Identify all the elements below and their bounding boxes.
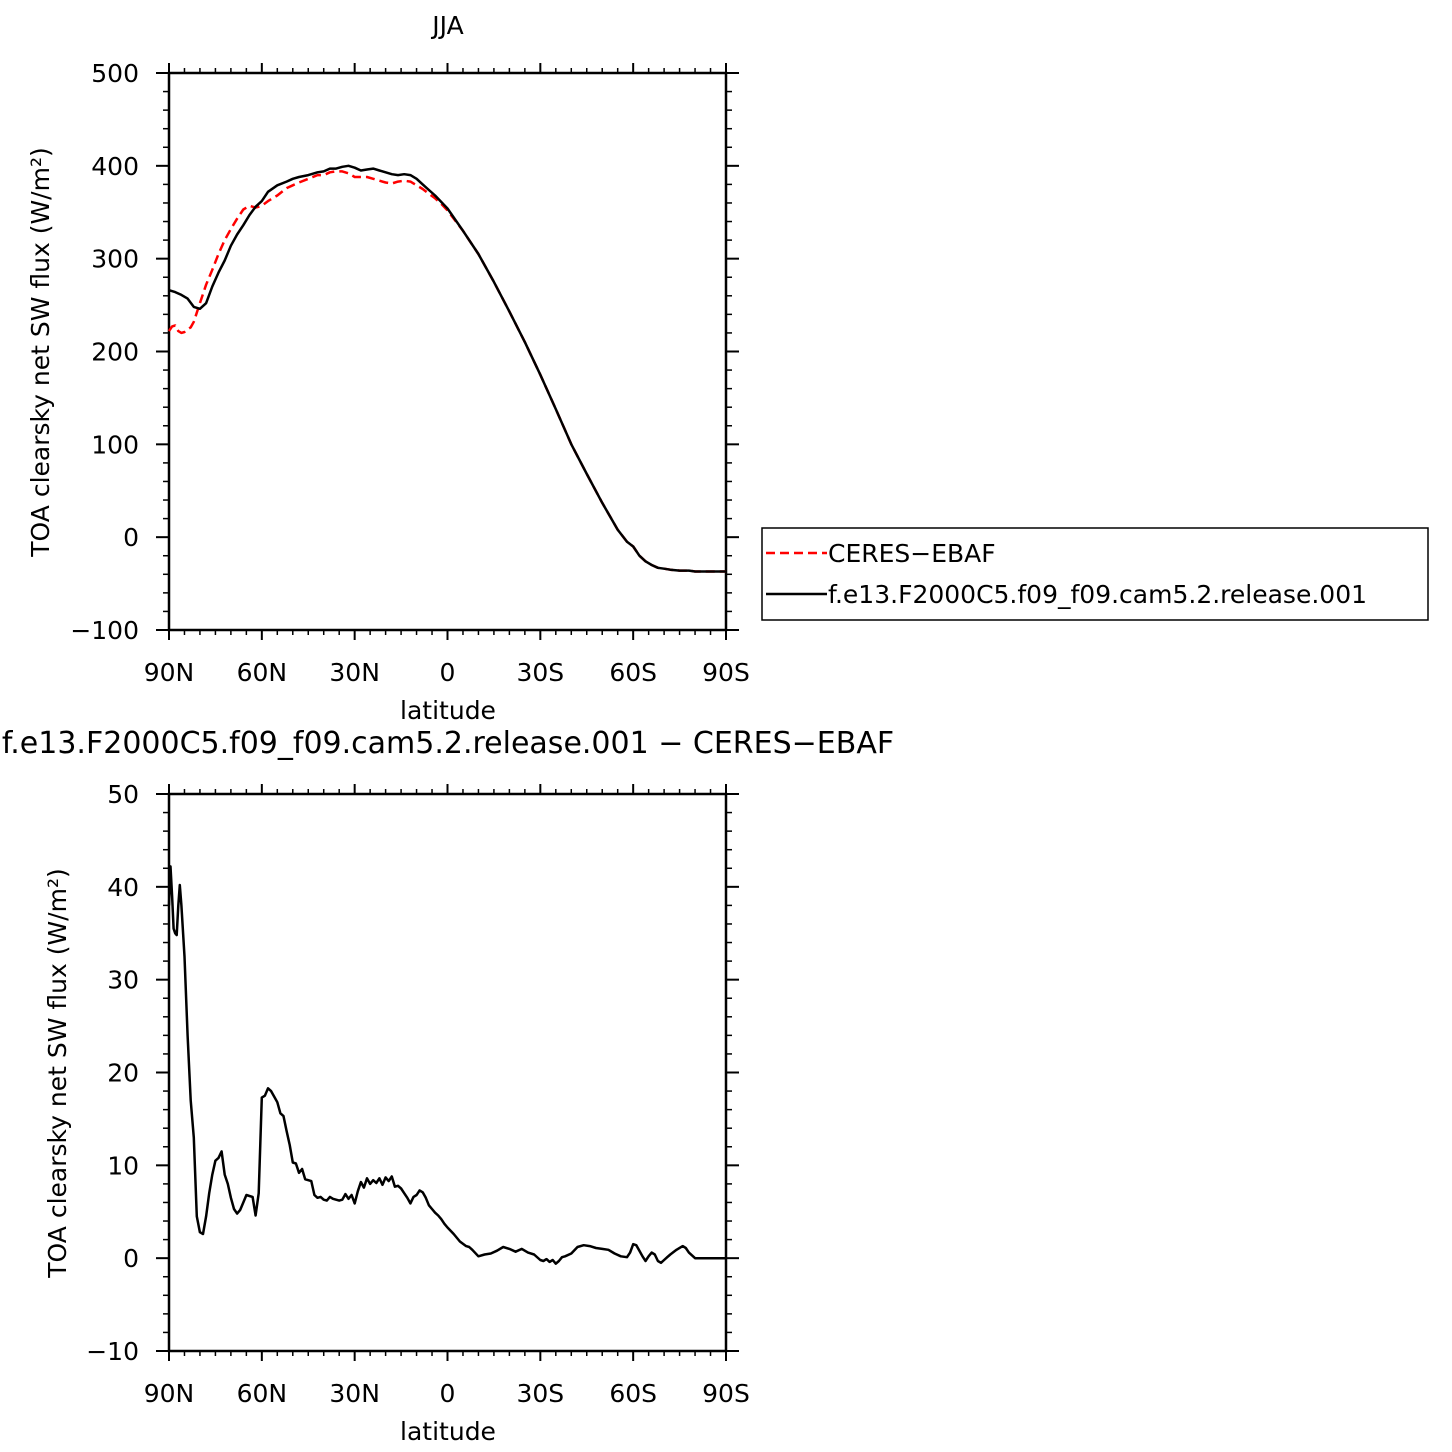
top-x-tick-label: 0 — [440, 658, 456, 687]
top-series-line-1 — [168, 164, 726, 573]
legend-label-model: f.e13.F2000C5.f09_f09.cam5.2.release.001 — [828, 580, 1367, 609]
bottom-x-tick-label: 90N — [144, 1379, 195, 1408]
bottom-plot-frame — [167, 792, 728, 1353]
bottom-y-tick-label: 50 — [107, 780, 139, 809]
top-y-tick-label: 200 — [91, 338, 139, 367]
top-x-tick-label: 60N — [237, 658, 288, 687]
bottom-series — [167, 865, 726, 1265]
bottom-y-tick-label: 0 — [123, 1244, 139, 1273]
bottom-x-tick-label: 90S — [702, 1379, 750, 1408]
bottom-x-tick-label: 30S — [516, 1379, 564, 1408]
top-y-tick-label: 300 — [91, 245, 139, 274]
bottom-y-tick-label: 10 — [107, 1151, 139, 1180]
top-plot-frame — [167, 71, 728, 632]
top-x-tick-label: 90N — [144, 658, 195, 687]
top-panel-title: JJA — [430, 11, 463, 40]
top-series-line-0 — [167, 170, 726, 573]
top-x-tick-label: 30S — [516, 658, 564, 687]
bottom-y-tick-label: 30 — [107, 966, 139, 995]
bottom-series-line-0 — [167, 865, 726, 1265]
bottom-x-tick-label: 60N — [237, 1379, 288, 1408]
top-panel: JJA 90N 60N 30N 0 30S 60S 90S 500 400 300 200 100 0 −… — [26, 11, 1429, 725]
bottom-x-tick-label: 30N — [329, 1379, 380, 1408]
bottom-x-axis-label: latitude — [400, 1417, 496, 1446]
bottom-x-tick-label: 0 — [440, 1379, 456, 1408]
legend-box — [761, 527, 1429, 621]
top-x-tick-label: 90S — [702, 658, 750, 687]
top-ticks: 90N 60N 30N 0 30S 60S 90S 500 400 300 200 100 0 −100 — [70, 59, 750, 687]
top-y-tick-label: 100 — [91, 430, 139, 459]
top-y-tick-label: 500 — [91, 59, 139, 88]
top-x-tick-label: 30N — [329, 658, 380, 687]
bottom-y-tick-label: −10 — [86, 1337, 139, 1366]
legend-label-ceres: CERES−EBAF — [828, 539, 996, 568]
legend: CERES−EBAF f.e13.F2000C5.f09_f09.cam5.2.… — [761, 527, 1429, 621]
top-y-tick-label: 0 — [123, 523, 139, 552]
bottom-y-axis-label: TOA clearsky net SW flux (W/m²) — [43, 868, 72, 1278]
bottom-panel: f.e13.F2000C5.f09_f09.cam5.2.release.001… — [2, 726, 894, 1446]
bottom-y-tick-label: 20 — [107, 1059, 139, 1088]
bottom-ticks: 90N 60N 30N 0 30S 60S 90S 50 40 30 20 10 0 −10 — [86, 780, 750, 1408]
top-y-tick-label: −100 — [70, 616, 139, 645]
top-y-axis-label: TOA clearsky net SW flux (W/m²) — [26, 147, 55, 557]
bottom-y-tick-label: 40 — [107, 873, 139, 902]
bottom-panel-title: f.e13.F2000C5.f09_f09.cam5.2.release.001… — [2, 726, 894, 761]
top-y-tick-label: 400 — [91, 152, 139, 181]
top-x-axis-label: latitude — [400, 696, 496, 725]
bottom-x-tick-label: 60S — [609, 1379, 657, 1408]
top-series — [167, 164, 726, 573]
top-x-tick-label: 60S — [609, 658, 657, 687]
